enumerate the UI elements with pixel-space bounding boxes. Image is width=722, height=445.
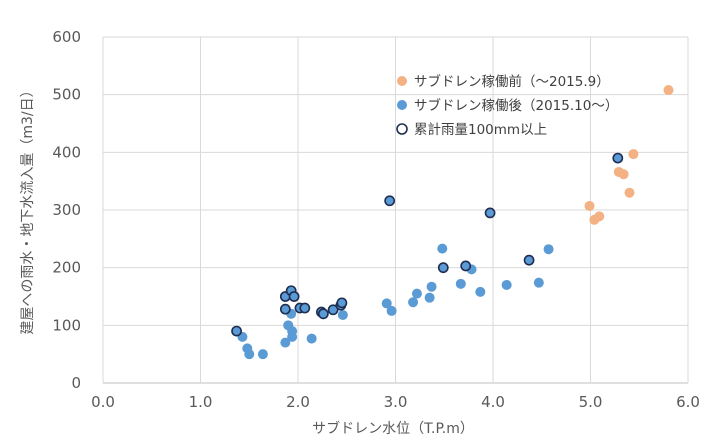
- data-point-series-3: [317, 308, 329, 320]
- data-point-series-2: [386, 305, 397, 316]
- y-tick-label: 400: [52, 143, 81, 161]
- data-point-series-1: [618, 169, 629, 180]
- data-point-series-3: [327, 304, 339, 316]
- data-point-series-2: [337, 309, 348, 320]
- data-point-series-1: [584, 200, 595, 211]
- data-point-series-2: [287, 331, 298, 342]
- data-point-series-2: [408, 297, 419, 308]
- x-tick-label: 4.0: [481, 393, 505, 411]
- data-point-series-2: [306, 333, 317, 344]
- x-tick-label: 1.0: [189, 393, 213, 411]
- data-point-series-1: [594, 211, 605, 222]
- data-point-series-3: [279, 303, 291, 315]
- y-tick-label: 100: [52, 316, 81, 334]
- legend-marker-before: [397, 76, 407, 86]
- x-tick-label: 2.0: [286, 393, 310, 411]
- data-point-series-3: [460, 260, 472, 272]
- data-point-series-2: [411, 288, 422, 299]
- data-point-series-2: [533, 277, 544, 288]
- legend-label-before: サブドレン稼働前（～2015.9）: [414, 73, 610, 90]
- data-point-series-2: [475, 286, 486, 297]
- data-point-series-2: [426, 281, 437, 292]
- data-point-series-3: [231, 325, 242, 337]
- legend-marker-after: [397, 100, 407, 110]
- x-tick-label: 6.0: [676, 393, 700, 411]
- data-point-series-3: [612, 152, 624, 164]
- x-axis-title: サブドレン水位（T.P.m）: [312, 420, 474, 437]
- data-point-series-1: [628, 149, 639, 160]
- y-tick-label: 600: [52, 28, 81, 46]
- x-tick-label: 5.0: [579, 393, 603, 411]
- data-point-series-3: [384, 195, 396, 207]
- y-tick-label: 300: [52, 201, 81, 219]
- data-point-series-2: [501, 279, 512, 290]
- legend-marker-rain: [396, 123, 408, 135]
- data-point-series-2: [437, 243, 448, 254]
- data-point-layer: [231, 85, 674, 360]
- legend-label-after: サブドレン稼働後（2015.10～）: [414, 97, 618, 114]
- y-axis-title: 建屋への雨水・地下水流入量（m3/日）: [20, 83, 36, 334]
- data-point-series-2: [455, 278, 466, 289]
- data-point-series-3: [484, 207, 496, 219]
- x-tick-label: 0.0: [91, 393, 115, 411]
- y-tick-label: 200: [52, 259, 81, 277]
- data-point-series-3: [299, 302, 311, 314]
- legend: サブドレン稼働前（～2015.9） サブドレン稼働後（2015.10～） 累計雨…: [396, 73, 618, 138]
- data-point-series-2: [280, 337, 291, 348]
- y-tick-label: 500: [52, 86, 81, 104]
- tick-label-layer: 0 100 200 300 400 500 600 0.0 1.0 2.0 3.0 4.0 5.0 6.0: [52, 28, 700, 411]
- data-point-series-2: [244, 349, 255, 360]
- data-point-series-3: [437, 262, 449, 274]
- data-point-series-3: [288, 291, 300, 302]
- data-point-series-3: [523, 254, 535, 266]
- x-tick-label: 3.0: [384, 393, 408, 411]
- data-point-series-2: [257, 349, 268, 360]
- legend-label-rain: 累計雨量100mm以上: [414, 122, 547, 138]
- data-point-series-2: [381, 298, 392, 309]
- data-point-series-3: [336, 297, 348, 309]
- data-point-series-1: [663, 85, 674, 96]
- y-tick-label: 0: [71, 374, 81, 392]
- data-point-series-2: [543, 244, 554, 255]
- data-point-series-1: [624, 187, 635, 198]
- data-point-series-2: [424, 292, 435, 303]
